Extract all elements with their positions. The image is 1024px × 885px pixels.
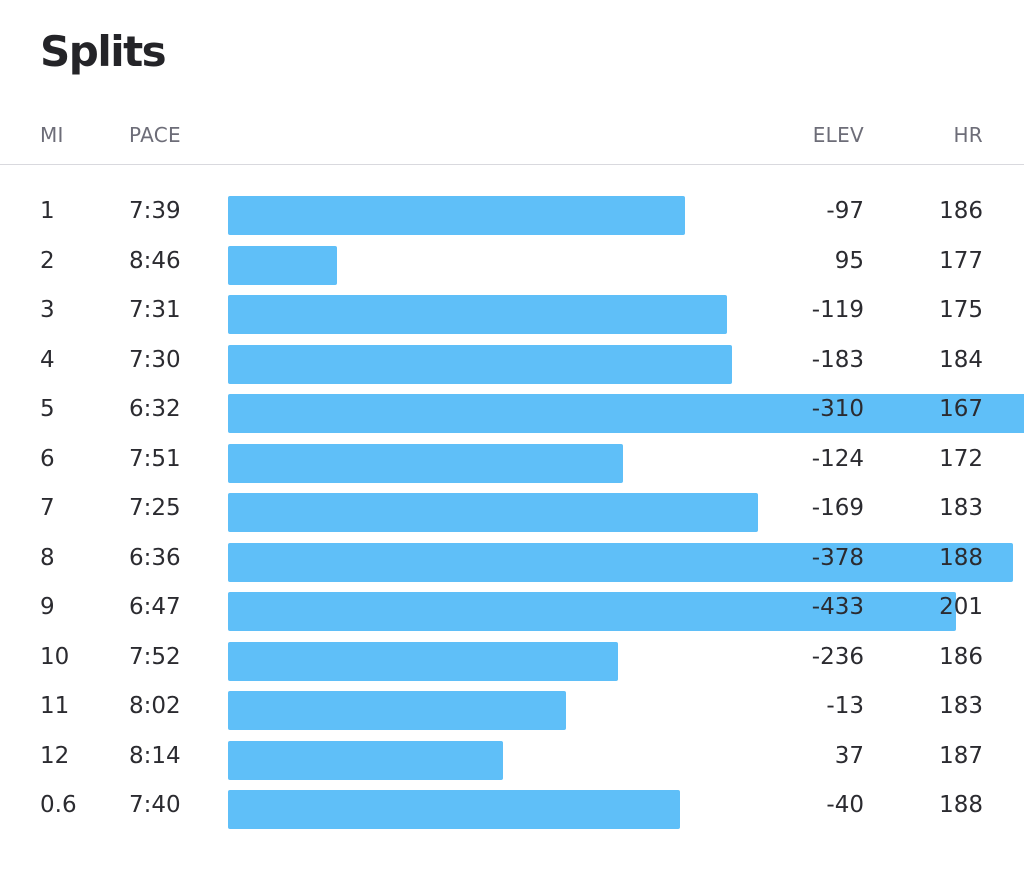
- split-pace: 8:02: [129, 693, 181, 719]
- column-header-mi: MI: [40, 123, 64, 147]
- split-elevation: -433: [811, 594, 864, 620]
- split-elevation: -13: [826, 693, 864, 719]
- split-elevation: 95: [834, 247, 864, 274]
- split-heart-rate: 186: [939, 198, 983, 224]
- split-pace: 7:30: [129, 346, 181, 373]
- split-mile: 1: [40, 198, 55, 224]
- split-mile: 12: [40, 742, 70, 769]
- table-row[interactable]: 11 8:02 -13 183: [0, 686, 1024, 736]
- split-heart-rate: 186: [939, 643, 983, 670]
- pace-bar: [228, 344, 732, 384]
- split-elevation: -310: [811, 396, 864, 422]
- table-row[interactable]: 4 7:30 -183 184: [0, 340, 1024, 390]
- split-heart-rate: 183: [939, 693, 983, 719]
- split-elevation: -378: [811, 544, 864, 571]
- splits-table: 1 7:39 -97 186 2 8:46 95 177 3 7:31 -119 175 4 7:30 -1…: [0, 191, 1024, 835]
- pace-bar: [228, 493, 758, 532]
- pace-bar: [228, 740, 503, 780]
- split-elevation: -236: [811, 643, 864, 670]
- split-heart-rate: 175: [939, 297, 983, 323]
- split-pace: 7:25: [129, 495, 181, 521]
- split-pace: 8:14: [129, 742, 181, 769]
- split-mile: 3: [40, 297, 55, 323]
- column-header-pace: PACE: [129, 123, 181, 147]
- split-mile: 0.6: [40, 792, 77, 818]
- split-pace: 7:40: [129, 792, 181, 818]
- split-elevation: -40: [826, 792, 864, 818]
- column-header-hr: HR: [953, 123, 983, 147]
- split-heart-rate: 187: [939, 742, 983, 769]
- table-row[interactable]: 5 6:32 -310 167: [0, 389, 1024, 439]
- split-pace: 7:52: [129, 643, 181, 670]
- table-row[interactable]: 12 8:14 37 187: [0, 736, 1024, 786]
- table-row[interactable]: 7 7:25 -169 183: [0, 488, 1024, 538]
- pace-bar: [228, 295, 727, 334]
- split-mile: 2: [40, 247, 55, 274]
- split-heart-rate: 201: [939, 594, 983, 620]
- split-elevation: 37: [834, 742, 864, 769]
- table-header: MI PACE ELEV HR: [0, 115, 1024, 165]
- split-elevation: -97: [826, 198, 864, 224]
- table-row[interactable]: 6 7:51 -124 172: [0, 439, 1024, 489]
- split-heart-rate: 172: [939, 445, 983, 472]
- split-mile: 6: [40, 445, 55, 472]
- split-mile: 8: [40, 544, 55, 571]
- split-pace: 7:31: [129, 297, 181, 323]
- page-title: Splits: [40, 27, 167, 76]
- split-heart-rate: 188: [939, 792, 983, 818]
- pace-bar: [228, 691, 566, 730]
- split-elevation: -124: [811, 445, 864, 472]
- split-heart-rate: 167: [939, 396, 983, 422]
- split-mile: 5: [40, 396, 55, 422]
- table-row[interactable]: 1 7:39 -97 186: [0, 191, 1024, 241]
- split-heart-rate: 183: [939, 495, 983, 521]
- split-pace: 7:51: [129, 445, 181, 472]
- split-mile: 4: [40, 346, 55, 373]
- split-heart-rate: 184: [939, 346, 983, 373]
- table-row[interactable]: 3 7:31 -119 175: [0, 290, 1024, 340]
- split-pace: 7:39: [129, 198, 181, 224]
- table-row[interactable]: 10 7:52 -236 186: [0, 637, 1024, 687]
- table-row[interactable]: 9 6:47 -433 201: [0, 587, 1024, 637]
- pace-bar: [228, 592, 956, 631]
- split-pace: 6:32: [129, 396, 181, 422]
- table-row[interactable]: 0.6 7:40 -40 188: [0, 785, 1024, 835]
- split-elevation: -183: [811, 346, 864, 373]
- pace-bar: [228, 641, 618, 681]
- split-pace: 6:47: [129, 594, 181, 620]
- pace-bar: [228, 443, 623, 483]
- pace-bar: [228, 394, 1024, 433]
- pace-bar: [228, 245, 337, 285]
- split-mile: 9: [40, 594, 55, 620]
- split-heart-rate: 177: [939, 247, 983, 274]
- split-mile: 7: [40, 495, 55, 521]
- split-heart-rate: 188: [939, 544, 983, 571]
- split-elevation: -119: [811, 297, 864, 323]
- split-mile: 10: [40, 643, 70, 670]
- pace-bar: [228, 196, 685, 235]
- split-pace: 8:46: [129, 247, 181, 274]
- split-elevation: -169: [811, 495, 864, 521]
- table-row[interactable]: 8 6:36 -378 188: [0, 538, 1024, 588]
- pace-bar: [228, 790, 680, 829]
- table-row[interactable]: 2 8:46 95 177: [0, 241, 1024, 291]
- pace-bar: [228, 542, 1013, 582]
- split-pace: 6:36: [129, 544, 181, 571]
- column-header-elev: ELEV: [812, 123, 864, 147]
- split-mile: 11: [40, 693, 70, 719]
